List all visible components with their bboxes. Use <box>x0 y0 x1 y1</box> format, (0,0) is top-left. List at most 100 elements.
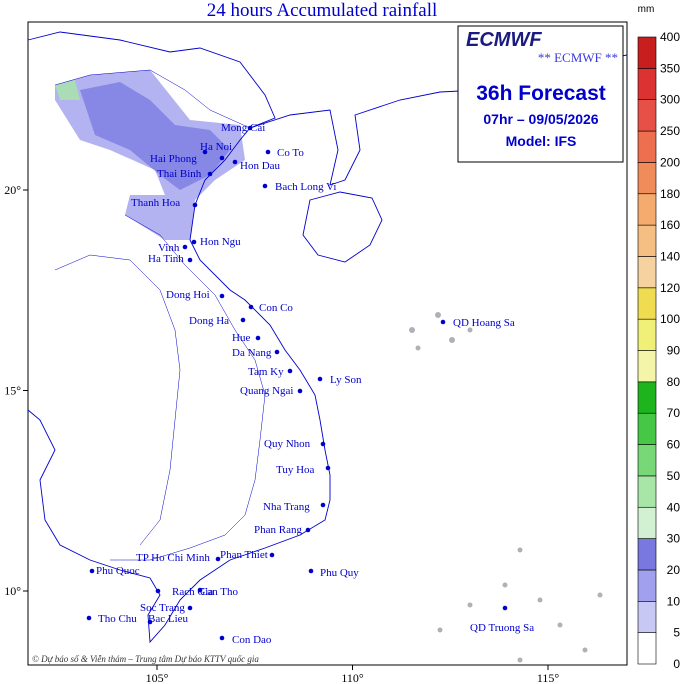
station-dot <box>287 368 293 374</box>
station-label: TP Ho Chi Minh <box>136 552 210 564</box>
station-dot <box>86 615 92 621</box>
station-label: Dong Ha <box>189 315 229 327</box>
colorbar-swatch <box>637 412 657 445</box>
station-label: Thanh Hoa <box>131 197 180 209</box>
x-tick-label: 105° <box>146 671 169 684</box>
station-dot <box>325 465 331 471</box>
colorbar-label: 250 <box>660 124 680 138</box>
colorbar-label: 180 <box>660 187 680 201</box>
station-dot <box>191 239 197 245</box>
x-tick-label: 115° <box>537 671 560 684</box>
colorbar-swatch <box>637 444 657 477</box>
colorbar-label: 10 <box>667 594 681 608</box>
station-label: Phan Rang <box>254 524 302 536</box>
station-dot <box>297 388 303 394</box>
station-label: QD Truong Sa <box>470 622 534 634</box>
colorbar-label: 80 <box>667 375 681 389</box>
colorbar-label: 30 <box>667 532 681 546</box>
station-label: Mong Cai <box>221 122 265 134</box>
colorbar-swatch <box>637 538 657 571</box>
station-dot <box>262 183 268 189</box>
rainfall-area <box>55 70 245 240</box>
station-label: Quang Ngai <box>240 385 293 397</box>
map-title: 24 hours Accumulated rainfall <box>207 0 438 21</box>
colorbar-label: 70 <box>667 406 681 420</box>
station-label: Hai Phong <box>150 153 197 165</box>
station-dot <box>305 527 311 533</box>
colorbar-swatch <box>637 68 657 100</box>
station-label: Nha Trang <box>263 501 310 513</box>
station-dot <box>308 568 314 574</box>
station-dot <box>219 635 225 641</box>
colorbar-label: 400 <box>660 30 680 44</box>
box-time: 07hr – 09/05/2026 <box>483 111 598 127</box>
x-tick-label: 110° <box>341 671 364 684</box>
station-dot <box>207 171 213 177</box>
colorbar-swatch <box>637 193 657 226</box>
colorbar-label: 40 <box>667 500 681 514</box>
station-dot <box>197 587 203 593</box>
colorbar-label: 120 <box>660 281 680 295</box>
colorbar-swatch <box>637 318 657 351</box>
colorbar-swatch <box>637 162 657 195</box>
station-label: Ha Noi <box>200 141 232 153</box>
station-dot <box>155 588 161 594</box>
colorbar-label: 140 <box>660 249 680 263</box>
colorbar-swatch <box>637 600 657 633</box>
box-model: Model: IFS <box>506 133 577 149</box>
colorbar-label: 90 <box>667 344 681 358</box>
colorbar-swatch <box>637 632 657 665</box>
colorbar-label: 0 <box>673 657 680 671</box>
colorbar-swatch <box>637 256 657 289</box>
colorbar-swatch <box>637 381 657 414</box>
station-label: Phan Thiet <box>220 549 268 561</box>
colorbar-unit: mm <box>638 4 655 15</box>
station-label: Phu Quy <box>320 567 359 579</box>
station-dot <box>247 125 253 131</box>
station-label: Con Co <box>259 302 293 314</box>
colorbar-swatch <box>637 506 657 539</box>
station-label: Hon Ngu <box>200 236 241 248</box>
station-label: Tho Chu <box>98 613 137 625</box>
colorbar-swatch <box>637 569 657 602</box>
station-dot <box>240 317 246 323</box>
station-label: Quy Nhon <box>264 438 311 450</box>
colorbar-label: 20 <box>667 563 681 577</box>
y-tick-label: 20° <box>4 183 21 197</box>
colorbar-label: 5 <box>673 626 680 640</box>
station-dot <box>502 605 508 611</box>
station-dot <box>202 149 208 155</box>
station-dot <box>187 605 193 611</box>
box-heading: 36h Forecast <box>476 82 606 105</box>
station-label: Can Tho <box>200 586 238 598</box>
station-label: Con Dao <box>232 634 272 646</box>
logo: ECMWF <box>466 29 542 51</box>
station-dot <box>320 441 326 447</box>
colorbar-label: 350 <box>660 61 680 75</box>
station-label: Thai Binh <box>157 168 202 180</box>
station-label: Soc Trang <box>140 602 185 614</box>
station-label: Co To <box>277 147 304 159</box>
station-label: Dong Hoi <box>166 289 210 301</box>
station-dot <box>187 257 193 263</box>
station-dot <box>269 552 275 558</box>
forecast-box <box>457 25 624 163</box>
station-label: Ly Son <box>330 374 362 386</box>
station-label: Hon Dau <box>240 160 281 172</box>
y-tick-label: 15° <box>4 384 21 398</box>
islands <box>409 312 603 663</box>
station-label: Ha Tinh <box>148 253 184 265</box>
credit: © Dự báo số & Viễn thám – Trung tâm Dự b… <box>32 654 259 664</box>
station-dot <box>255 335 261 341</box>
station-dot <box>215 556 221 562</box>
station-label: Rach Gia <box>172 586 213 598</box>
station-label: Hue <box>232 332 250 344</box>
station-dot <box>320 502 326 508</box>
station-dot <box>89 568 95 574</box>
station-label: Tuy Hoa <box>276 464 315 476</box>
colorbar-label: 200 <box>660 155 680 169</box>
colorbar-swatch <box>637 130 657 163</box>
station-dot <box>317 376 323 382</box>
colorbar-swatch <box>637 36 657 69</box>
